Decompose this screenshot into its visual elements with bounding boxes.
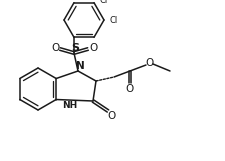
- Text: Cl: Cl: [110, 15, 118, 24]
- Text: O: O: [146, 58, 154, 68]
- Text: O: O: [51, 43, 59, 53]
- Text: O: O: [108, 111, 116, 121]
- Text: O: O: [126, 84, 134, 94]
- Text: N: N: [76, 61, 84, 71]
- Text: NH: NH: [62, 101, 77, 110]
- Text: S: S: [71, 43, 79, 53]
- Text: O: O: [89, 43, 97, 53]
- Text: Cl: Cl: [100, 0, 108, 5]
